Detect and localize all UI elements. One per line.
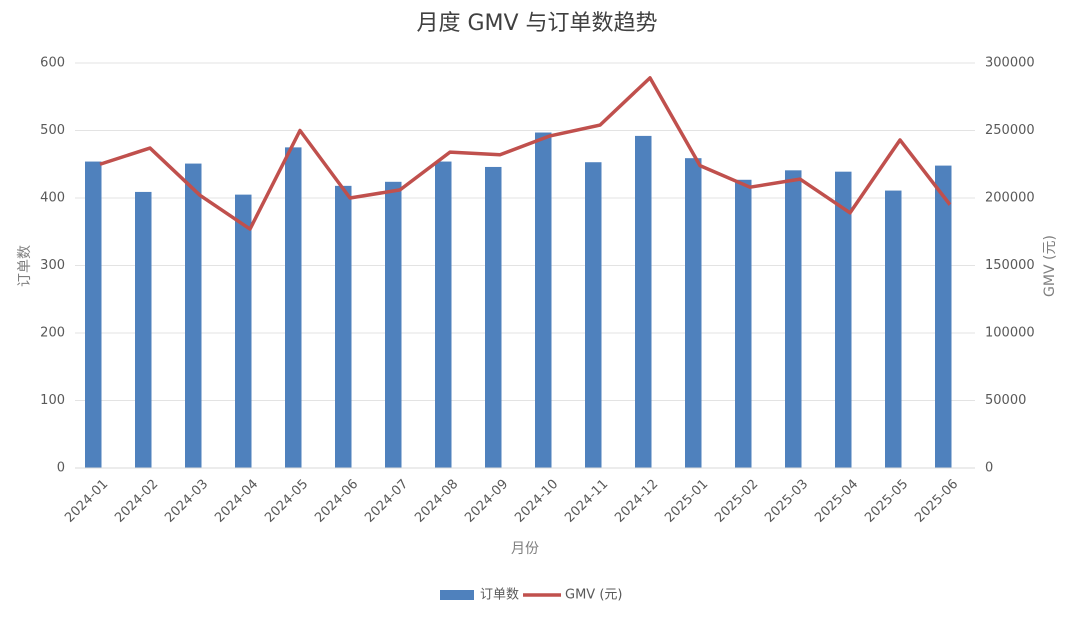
bar — [785, 170, 802, 468]
bar — [585, 162, 602, 468]
bar — [835, 171, 852, 469]
y-axis-title: 订单数 — [17, 245, 33, 287]
bar — [435, 161, 452, 469]
x-tick-label: 2024-11 — [562, 477, 611, 526]
y2-tick-label: 150000 — [985, 258, 1035, 273]
x-tick-label: 2024-12 — [612, 477, 661, 526]
x-tick-label: 2025-02 — [712, 477, 761, 526]
y2-tick-label: 50000 — [985, 393, 1026, 408]
x-tick-label: 2024-03 — [162, 477, 211, 526]
bar — [335, 185, 352, 468]
bar — [485, 166, 502, 468]
bar — [185, 163, 202, 468]
x-tick-label: 2024-06 — [312, 477, 361, 526]
bar — [385, 181, 402, 469]
bar — [735, 179, 752, 468]
x-tick-label: 2025-01 — [662, 477, 711, 526]
x-tick-label: 2024-02 — [112, 477, 161, 526]
y-tick-label: 300 — [40, 258, 65, 273]
y2-tick-label: 250000 — [985, 123, 1035, 138]
x-tick-label: 2024-09 — [462, 477, 511, 526]
x-tick-label: 2025-04 — [812, 477, 861, 526]
y-tick-label: 600 — [40, 56, 65, 71]
y2-axis-title: GMV (元) — [1042, 235, 1058, 297]
y-tick-label: 0 — [57, 461, 65, 476]
x-tick-label: 2024-08 — [412, 477, 461, 526]
x-tick-label: 2025-03 — [762, 477, 811, 526]
bar — [535, 132, 552, 468]
y2-tick-label: 200000 — [985, 191, 1035, 206]
y-tick-label: 200 — [40, 326, 65, 341]
bar — [685, 158, 702, 469]
bar — [85, 161, 102, 469]
legend-label: 订单数 — [480, 588, 519, 603]
x-axis-title: 月份 — [511, 541, 539, 557]
bar — [285, 147, 302, 468]
y-tick-label: 500 — [40, 123, 65, 138]
x-tick-label: 2024-05 — [262, 477, 311, 526]
line — [99, 76, 952, 231]
bar — [135, 191, 152, 469]
y2-tick-label: 300000 — [985, 56, 1035, 71]
x-tick-label: 2024-10 — [512, 477, 561, 526]
x-tick-label: 2025-06 — [912, 477, 961, 526]
legend-label: GMV (元) — [565, 588, 622, 603]
x-tick-label: 2024-07 — [362, 477, 411, 526]
legend-swatch — [440, 590, 474, 600]
x-tick-label: 2024-01 — [62, 477, 111, 526]
x-tick-label: 2025-05 — [862, 477, 911, 526]
y-tick-label: 100 — [40, 393, 65, 408]
bar — [235, 194, 252, 468]
bar — [635, 135, 652, 468]
chart-title: 月度 GMV 与订单数趋势 — [416, 11, 657, 36]
x-tick-label: 2024-04 — [212, 477, 261, 526]
bar — [935, 165, 952, 468]
y2-tick-label: 0 — [985, 461, 993, 476]
y2-tick-label: 100000 — [985, 326, 1035, 341]
y-tick-label: 400 — [40, 191, 65, 206]
bar — [885, 190, 902, 468]
